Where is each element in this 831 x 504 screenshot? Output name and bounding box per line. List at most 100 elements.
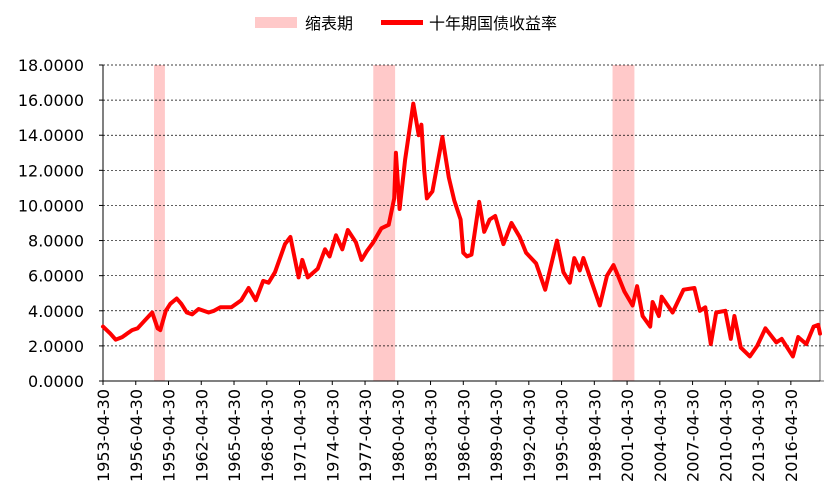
data-point [648,324,652,329]
data-point [818,332,822,336]
data-point [403,158,407,162]
data-point [755,344,759,348]
data-point [461,251,465,255]
data-point [267,281,271,285]
data-point [804,342,808,346]
data-point [447,175,451,179]
y-tick-label: 14.0000 [18,126,84,145]
x-tick-label: 2013-04-30 [749,389,768,482]
x-tick-label: 1986-04-30 [454,389,473,482]
data-point [430,189,434,193]
data-point [796,335,800,339]
data-point [411,102,415,106]
x-tick-label: 1977-04-30 [356,389,375,482]
data-point [561,270,565,274]
data-point [158,328,162,332]
data-point [297,275,301,280]
data-point [218,305,223,309]
data-point [196,307,201,311]
series-line-1 [101,101,822,359]
data-point [568,281,572,285]
data-point [493,214,497,218]
data-point [509,221,514,225]
data-point [543,288,547,292]
data-point [488,217,492,222]
data-point [660,295,664,299]
data-point [417,133,421,137]
data-point [723,309,727,313]
data-point [283,242,287,246]
data-point [419,123,424,127]
data-point [323,247,327,251]
x-tick-label: 1980-04-30 [389,389,408,482]
data-point [477,200,481,204]
data-point [692,286,696,290]
data-point [763,326,768,330]
data-point [273,270,277,274]
data-point [816,323,820,327]
data-point [616,274,620,278]
x-tick-labels: 1953-04-30 1956-04-30 1959-04-30 1962-04-30… [94,381,801,482]
data-point [780,337,784,341]
recession-band-1 [153,65,165,381]
x-tick-label: 1992-04-30 [520,389,539,482]
legend-swatch-yield [381,19,423,25]
data-point [254,298,258,302]
data-point [150,310,154,315]
x-tick-label: 2016-04-30 [782,389,801,482]
x-tick-label: 1968-04-30 [258,389,277,482]
data-point [239,298,243,302]
data-point [229,305,233,309]
y-tick-label: 0.0000 [28,372,84,391]
data-point [465,254,469,258]
data-point [698,309,702,313]
recession-bands [153,65,635,381]
data-point [334,233,338,237]
data-point [328,254,332,258]
data-point [175,296,179,301]
y-tick-label: 4.0000 [28,302,84,321]
data-point [168,302,172,306]
data-point [288,235,293,239]
data-point [640,314,645,318]
x-tick-label: 1995-04-30 [553,389,572,482]
data-point [120,335,124,339]
data-point [185,310,189,315]
y-tick-label: 18.0000 [18,56,84,75]
data-point [212,309,216,313]
data-point [501,242,505,246]
data-point [555,238,559,243]
data-point [398,207,402,211]
data-point [534,261,538,265]
data-point [739,346,743,350]
data-point [611,263,616,267]
y-tick-label: 6.0000 [28,267,84,286]
data-point [681,288,686,292]
x-tick-label: 1965-04-30 [225,389,244,482]
data-point [300,258,304,262]
data-point [114,338,118,342]
x-tick-label: 1971-04-30 [291,389,310,482]
data-point [572,256,576,260]
x-tick-label: 1998-04-30 [585,389,604,482]
legend-swatch-recession [255,16,297,28]
legend: 缩表期 十年期国债收益率 [0,10,831,34]
data-point [306,275,310,280]
data-point [142,319,146,323]
x-tick-label: 1953-04-30 [94,389,113,482]
data-point [703,305,707,309]
data-point [130,328,134,332]
data-point [422,168,426,172]
data-point [452,198,456,202]
y-tick-label: 8.0000 [28,232,84,251]
data-point [340,247,344,251]
data-point [164,309,168,313]
x-tick-label: 1956-04-30 [127,389,146,482]
data-point [791,354,795,359]
y-tick-label: 2.0000 [28,337,84,356]
data-point [346,228,350,232]
data-point [729,337,733,341]
data-point [394,151,398,155]
legend-item-yield: 十年期国债收益率 [381,10,557,34]
data-point [440,135,444,139]
